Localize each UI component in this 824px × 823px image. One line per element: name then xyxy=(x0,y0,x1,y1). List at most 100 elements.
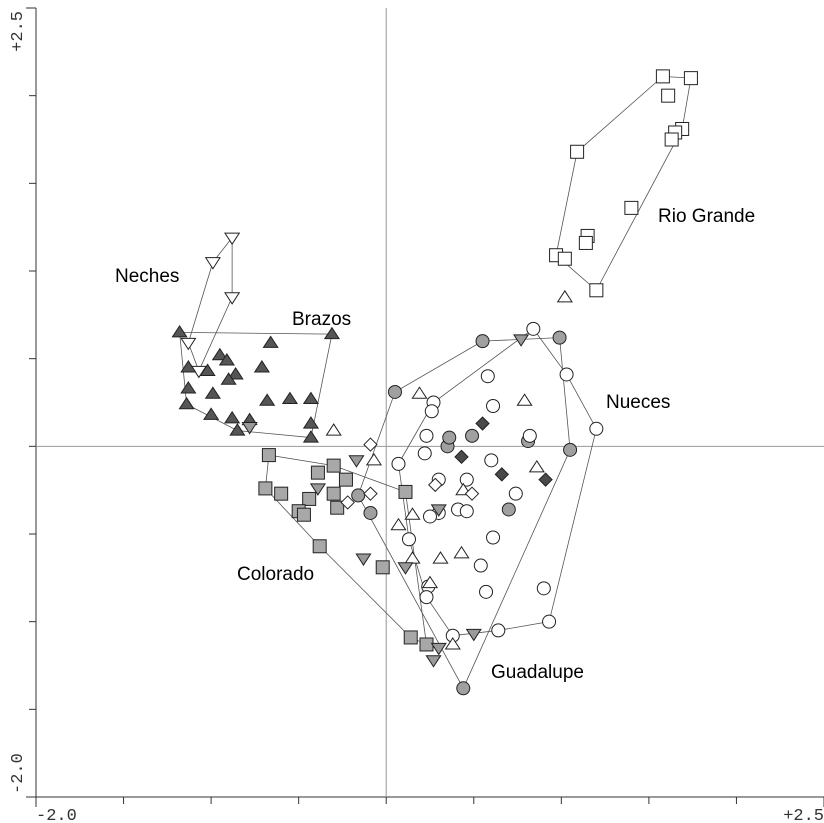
point xyxy=(404,551,421,564)
point xyxy=(302,391,319,405)
point xyxy=(624,200,639,215)
point xyxy=(421,575,439,589)
point xyxy=(262,335,279,348)
point xyxy=(491,623,506,638)
point xyxy=(417,446,432,461)
group-label: Neches xyxy=(115,266,179,287)
point xyxy=(302,430,319,443)
point xyxy=(401,532,416,547)
point xyxy=(538,472,553,487)
point xyxy=(423,509,437,524)
point xyxy=(589,283,604,298)
point xyxy=(486,530,501,545)
y-tick-label: -2.0 xyxy=(9,753,28,794)
point xyxy=(227,367,244,380)
point xyxy=(465,428,480,443)
point xyxy=(528,459,545,473)
point xyxy=(338,472,353,487)
x-tick-label: -2.0 xyxy=(36,807,77,823)
point xyxy=(556,289,573,303)
point xyxy=(459,504,474,519)
point xyxy=(664,132,679,147)
point xyxy=(655,69,670,84)
point xyxy=(484,453,499,468)
point xyxy=(563,442,578,457)
group-label: Guadalupe xyxy=(491,662,584,683)
point xyxy=(453,545,470,559)
point xyxy=(274,486,289,501)
x-tick-label: +2.5 xyxy=(783,807,824,823)
point xyxy=(494,467,510,482)
point xyxy=(419,428,434,443)
point xyxy=(404,507,421,520)
point xyxy=(475,334,490,349)
point xyxy=(387,384,402,399)
point xyxy=(430,504,447,517)
point xyxy=(351,488,366,503)
point xyxy=(180,360,197,373)
point xyxy=(363,437,378,452)
point xyxy=(473,558,488,573)
point xyxy=(479,584,494,599)
point xyxy=(465,628,482,642)
point xyxy=(419,637,434,652)
point xyxy=(220,372,237,385)
point xyxy=(526,321,541,336)
group-label: Colorado xyxy=(237,564,314,585)
point xyxy=(171,324,188,338)
point xyxy=(444,637,461,650)
point xyxy=(259,393,276,406)
point xyxy=(363,505,378,520)
point xyxy=(432,551,449,564)
point xyxy=(390,517,407,531)
point xyxy=(211,347,228,361)
point xyxy=(355,553,372,566)
point xyxy=(180,381,197,394)
point xyxy=(661,88,676,103)
group-label: Rio Grande xyxy=(658,206,755,227)
point xyxy=(326,486,341,501)
point xyxy=(430,642,447,656)
point xyxy=(261,448,276,463)
point xyxy=(218,352,235,366)
point xyxy=(516,393,533,406)
point xyxy=(323,326,341,340)
point xyxy=(302,416,319,429)
point xyxy=(512,334,530,347)
point xyxy=(296,507,311,522)
point xyxy=(542,614,557,629)
point xyxy=(325,423,342,436)
point xyxy=(224,232,241,246)
point xyxy=(486,399,501,414)
point xyxy=(204,386,221,399)
point xyxy=(375,560,390,575)
point xyxy=(464,486,480,501)
point xyxy=(253,360,270,373)
point xyxy=(224,292,241,305)
point xyxy=(411,386,428,399)
point xyxy=(570,144,585,159)
y-tick-label: +2.5 xyxy=(9,11,28,52)
point xyxy=(365,452,383,466)
point xyxy=(340,495,355,510)
point xyxy=(403,630,418,645)
point xyxy=(180,337,197,351)
point xyxy=(312,539,327,554)
point xyxy=(241,421,258,435)
point xyxy=(508,486,523,501)
point xyxy=(302,491,317,506)
point xyxy=(419,590,434,605)
point xyxy=(224,410,241,424)
point xyxy=(442,430,457,445)
point xyxy=(454,449,469,465)
point xyxy=(178,396,195,410)
point xyxy=(428,477,443,493)
point xyxy=(204,257,221,270)
group-hull xyxy=(555,75,692,291)
point xyxy=(480,369,495,384)
point xyxy=(203,407,220,420)
point xyxy=(522,428,537,443)
point xyxy=(199,363,216,376)
